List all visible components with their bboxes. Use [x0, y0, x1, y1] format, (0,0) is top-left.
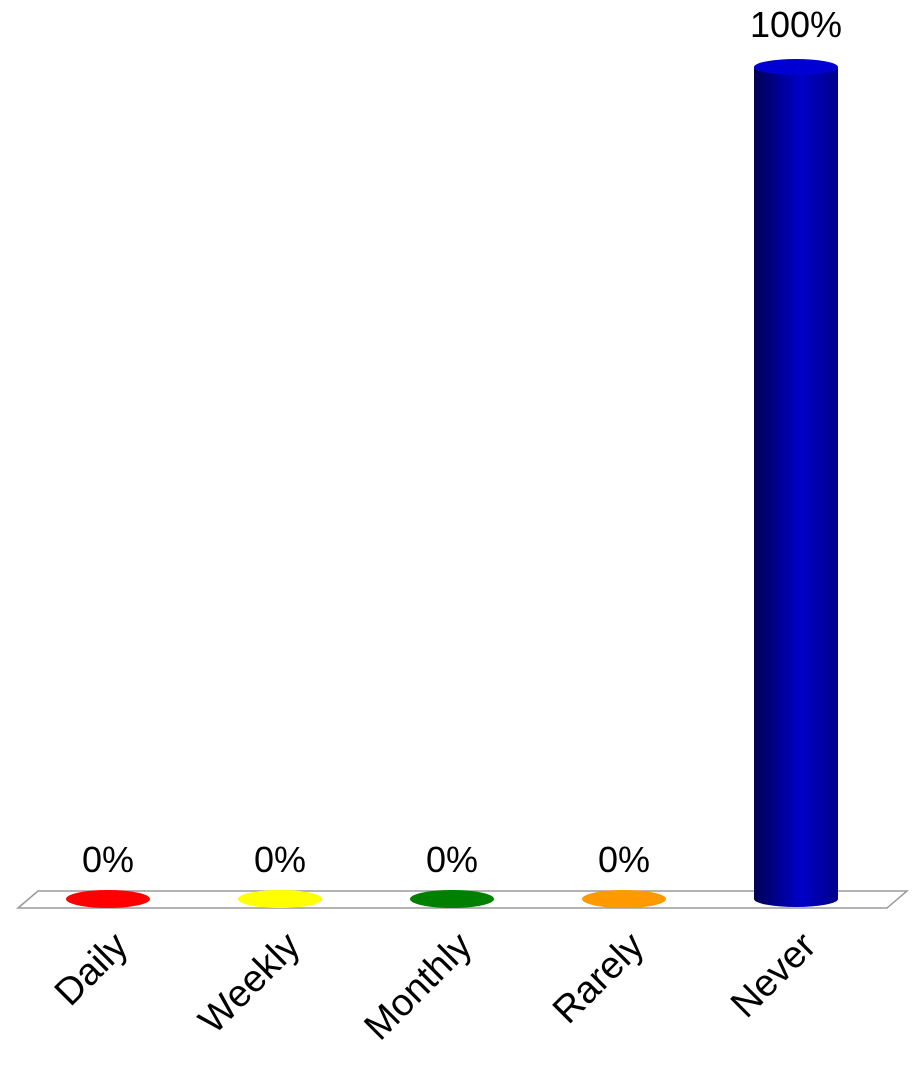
bar-monthly	[410, 890, 494, 908]
bar-daily	[66, 890, 150, 908]
x-tick-label-rarely: Rarely	[545, 925, 652, 1032]
data-label-never: 100%	[750, 4, 842, 45]
x-tick-label-daily: Daily	[47, 925, 136, 1014]
bars-group	[66, 59, 838, 908]
data-label-weekly: 0%	[254, 839, 306, 880]
data-label-rarely: 0%	[598, 839, 650, 880]
x-tick-label-weekly: Weekly	[191, 925, 308, 1042]
x-tick-labels-group: Daily Weekly Monthly Rarely Never	[47, 924, 825, 1048]
x-tick-label-monthly: Monthly	[357, 925, 481, 1049]
data-label-monthly: 0%	[426, 839, 478, 880]
bar-never-top-cap	[754, 59, 838, 75]
data-labels-group: 0% 0% 0% 0% 100%	[82, 4, 842, 880]
bar-never	[754, 67, 838, 907]
bar-rarely	[582, 890, 666, 908]
bar-weekly	[238, 890, 322, 908]
x-tick-label-never: Never	[723, 924, 825, 1026]
data-label-daily: 0%	[82, 839, 134, 880]
